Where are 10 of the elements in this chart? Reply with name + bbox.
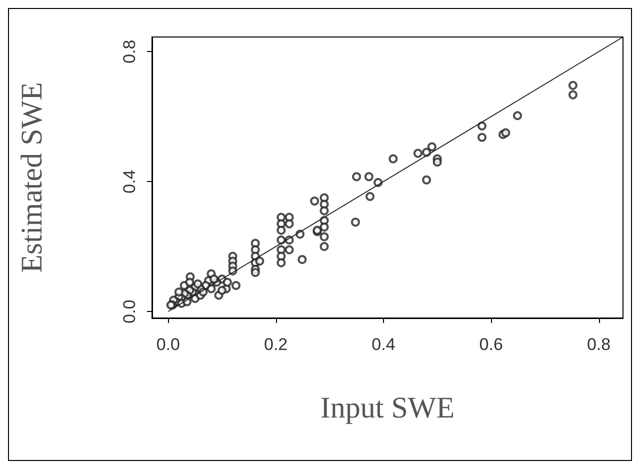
x-axis-title: Input SWE xyxy=(320,392,455,424)
y-tick-label: 0.0 xyxy=(120,300,139,324)
x-tick-label: 0.2 xyxy=(264,335,288,354)
x-tick-label: 0.0 xyxy=(156,335,180,354)
x-tick-label: 0.4 xyxy=(372,335,396,354)
y-tick-label: 0.4 xyxy=(120,170,139,194)
x-tick-label: 0.6 xyxy=(479,335,503,354)
x-tick-label: 0.8 xyxy=(586,335,611,354)
y-axis-title: Estimated SWE xyxy=(16,82,48,273)
y-tick-label: 0.8 xyxy=(120,40,139,64)
